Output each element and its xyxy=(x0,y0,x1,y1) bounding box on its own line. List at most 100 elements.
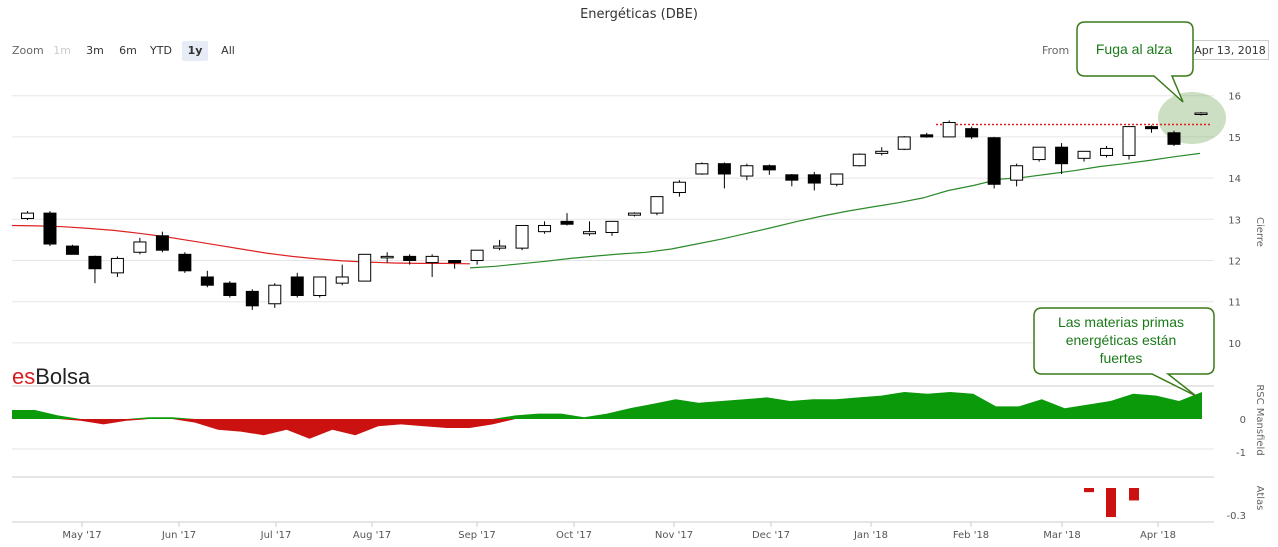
candle-body xyxy=(1032,146,1046,161)
from-date-input[interactable]: Apr 13, 2018 xyxy=(1191,40,1269,60)
candle-body xyxy=(875,150,889,154)
atlas-axis-title: Atlas xyxy=(1254,486,1265,511)
candle-body xyxy=(515,224,529,249)
x-axis-ticks: May '17 Jun '17 Jul '17 Aug '17 Sep '17 Oct '… xyxy=(62,522,1176,541)
candle-body xyxy=(717,163,731,175)
candle-body xyxy=(538,224,552,233)
candle-body xyxy=(942,121,956,138)
candle-body xyxy=(268,284,282,305)
x-tick-label: Oct '17 xyxy=(556,530,592,541)
candle-body xyxy=(223,282,237,297)
rs-axis-ticks: 0 -1 xyxy=(1236,415,1246,459)
zoom-label: Zoom xyxy=(12,44,44,57)
candle-body xyxy=(313,276,327,297)
x-tick-label: Jun '17 xyxy=(161,530,196,541)
atlas-axis-ticks: -0.3 xyxy=(1226,511,1246,522)
ma-long-line xyxy=(11,224,471,265)
price-axis-ticks: 16 15 14 13 12 11 10 xyxy=(1228,92,1241,350)
candle-body xyxy=(290,276,304,297)
candle-body xyxy=(43,212,57,245)
candle-body xyxy=(245,290,259,307)
candle-body xyxy=(965,128,979,138)
atlas-tick-label: -0.3 xyxy=(1226,511,1246,522)
candle-body xyxy=(650,196,664,214)
candle-body xyxy=(1145,126,1158,130)
candle-body xyxy=(335,276,349,284)
zoom-ytd-button[interactable]: YTD xyxy=(150,44,172,57)
price-tick-label: 14 xyxy=(1228,174,1241,185)
chart-title: Energéticas (DBE) xyxy=(580,7,698,22)
atlas-bar xyxy=(1084,488,1094,493)
atlas-bar xyxy=(1106,488,1116,518)
zoom-6m-button[interactable]: 6m xyxy=(119,44,137,57)
esbolsa-logo: esBolsa xyxy=(12,364,91,389)
candle-body xyxy=(88,255,102,270)
candle-body xyxy=(493,245,507,249)
price-axis-title: Cierre xyxy=(1254,217,1265,247)
candle-body xyxy=(807,174,821,184)
candle-body xyxy=(178,253,192,272)
candle-body xyxy=(1122,126,1136,156)
strength-callout-line-1: Las materias primas xyxy=(1058,314,1184,330)
candle-body xyxy=(21,212,34,219)
rs-mansfield-area xyxy=(12,392,1202,439)
rs-tick-label: -1 xyxy=(1236,448,1246,459)
candle-body xyxy=(65,245,79,255)
candle-body xyxy=(740,165,754,177)
candle-body xyxy=(425,255,439,264)
ma-long-polyline xyxy=(11,224,471,265)
zoom-1m-button[interactable]: 1m xyxy=(53,44,71,57)
strength-callout-line-3: fuertes xyxy=(1100,350,1143,366)
x-tick-label: Jul '17 xyxy=(260,530,292,541)
x-tick-label: Apr '18 xyxy=(1140,530,1176,541)
candle-body xyxy=(448,260,462,264)
candle-body xyxy=(852,153,866,167)
candle-body xyxy=(1010,165,1024,181)
x-tick-label: Dec '17 xyxy=(752,530,790,541)
rs-negative-area xyxy=(12,419,1202,439)
candle-body xyxy=(987,137,1001,185)
strength-callout-line-2: energéticas están xyxy=(1066,332,1177,348)
candle-body xyxy=(830,173,844,185)
atlas-bars xyxy=(1084,488,1139,518)
ma-short-line xyxy=(469,152,1201,269)
price-tick-label: 11 xyxy=(1228,298,1241,309)
price-tick-label: 12 xyxy=(1228,257,1241,268)
x-tick-label: Aug '17 xyxy=(353,530,391,541)
price-tick-label: 15 xyxy=(1228,133,1241,144)
price-tick-label: 16 xyxy=(1228,92,1241,103)
zoom-3m-button[interactable]: 3m xyxy=(86,44,104,57)
candle-body xyxy=(785,174,799,181)
rs-axis-title: RSC Mansfield xyxy=(1254,384,1265,455)
candle-body xyxy=(155,235,169,251)
candle-body xyxy=(470,249,484,261)
candle-body xyxy=(627,212,641,216)
candles xyxy=(21,112,1208,310)
candle-body xyxy=(200,276,214,286)
rs-positive-area xyxy=(12,392,1202,419)
candle-body xyxy=(380,255,394,259)
candle-body xyxy=(920,134,934,138)
zoom-1y-button[interactable]: 1y xyxy=(182,41,208,61)
candle-body xyxy=(762,165,776,171)
from-label: From xyxy=(1042,44,1070,57)
x-tick-label: May '17 xyxy=(62,530,101,541)
candle-body xyxy=(133,241,147,253)
breakout-highlight xyxy=(1158,92,1226,144)
candle-body xyxy=(560,220,574,225)
ma-short-polyline xyxy=(469,152,1201,269)
zoom-all-button[interactable]: All xyxy=(221,44,235,57)
strength-callout: Las materias primas energéticas están fu… xyxy=(1033,307,1215,397)
price-tick-label: 10 xyxy=(1228,339,1241,350)
candle-body xyxy=(1194,112,1208,116)
x-tick-label: Sep '17 xyxy=(458,530,496,541)
grid-lines xyxy=(12,95,1214,344)
x-tick-label: Feb '18 xyxy=(953,530,989,541)
rs-tick-label: 0 xyxy=(1240,415,1246,426)
candle-body xyxy=(1055,146,1069,165)
candle-body xyxy=(1077,150,1091,159)
atlas-bar xyxy=(1129,488,1139,501)
breakout-callout-text: Fuga al alza xyxy=(1096,41,1172,57)
candle-body xyxy=(1167,132,1181,145)
candle-body xyxy=(1100,147,1114,156)
